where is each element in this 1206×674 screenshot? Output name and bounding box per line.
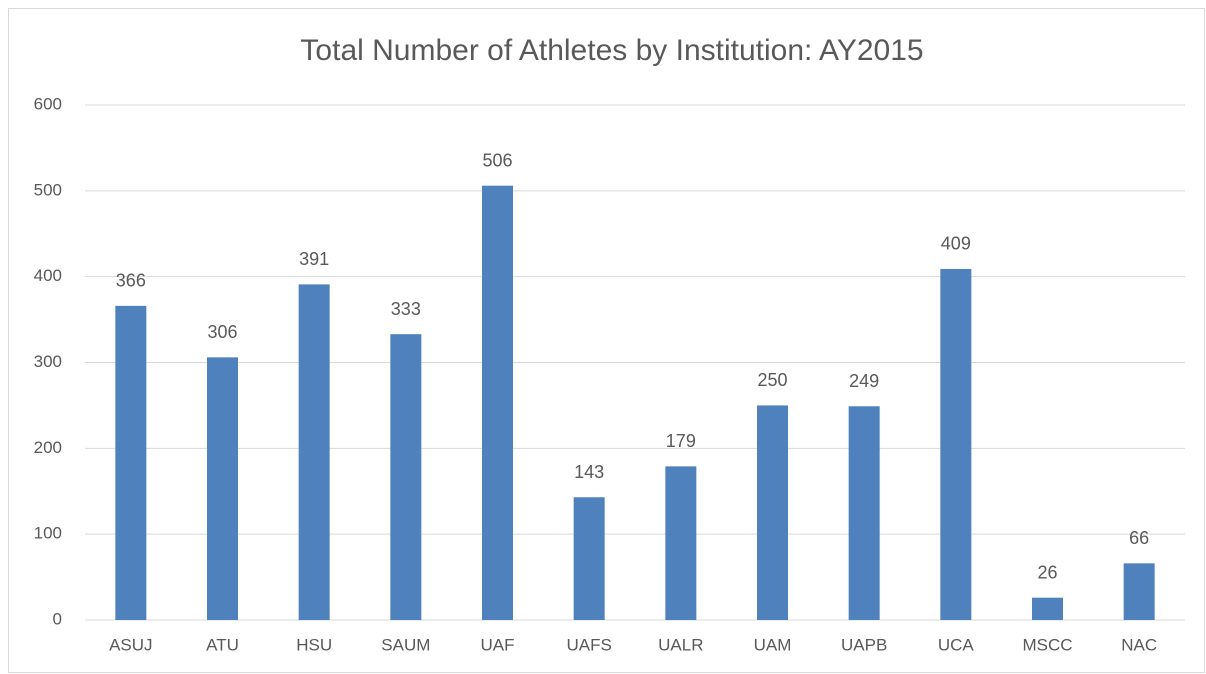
y-tick-label: 100 (34, 524, 62, 543)
bar (115, 305, 147, 620)
x-tick-label: UCA (938, 635, 975, 654)
chart-frame (8, 8, 1205, 673)
y-tick-label: 500 (34, 180, 62, 199)
bar (940, 268, 972, 620)
x-tick-label: UAM (754, 635, 792, 654)
bar (573, 497, 605, 620)
data-label: 143 (574, 462, 604, 482)
data-label: 26 (1037, 562, 1057, 582)
data-label: 333 (391, 299, 421, 319)
bar (1123, 563, 1155, 620)
x-tick-label: UAF (481, 635, 515, 654)
data-label: 366 (116, 271, 146, 291)
x-tick-label: MSCC (1022, 635, 1072, 654)
x-tick-label: SAUM (381, 635, 430, 654)
bar (390, 334, 422, 620)
data-label: 306 (207, 322, 237, 342)
data-label: 250 (757, 370, 787, 390)
data-label: 249 (849, 371, 879, 391)
x-tick-label: ATU (206, 635, 239, 654)
chart-title: Total Number of Athletes by Institution:… (300, 34, 923, 67)
bar (665, 466, 697, 620)
x-tick-label: HSU (296, 635, 332, 654)
data-label: 179 (666, 431, 696, 451)
data-label: 66 (1129, 528, 1149, 548)
bar (207, 357, 238, 620)
x-tick-label: NAC (1121, 635, 1157, 654)
data-label: 409 (941, 234, 971, 254)
y-tick-label: 0 (53, 609, 62, 628)
y-tick-label: 200 (34, 438, 62, 457)
x-tick-label: UAPB (841, 635, 887, 654)
x-tick-label: UAFS (566, 635, 611, 654)
bar (757, 405, 788, 620)
data-label: 506 (482, 150, 512, 170)
bar (298, 284, 330, 620)
x-tick-label: ASUJ (109, 635, 152, 654)
y-tick-label: 600 (34, 94, 62, 113)
bar (848, 406, 880, 620)
bar (482, 185, 513, 620)
y-tick-label: 300 (34, 352, 62, 371)
bar (1032, 597, 1063, 620)
y-tick-label: 400 (34, 266, 62, 285)
data-label: 391 (299, 249, 329, 269)
x-tick-label: UALR (658, 635, 703, 654)
